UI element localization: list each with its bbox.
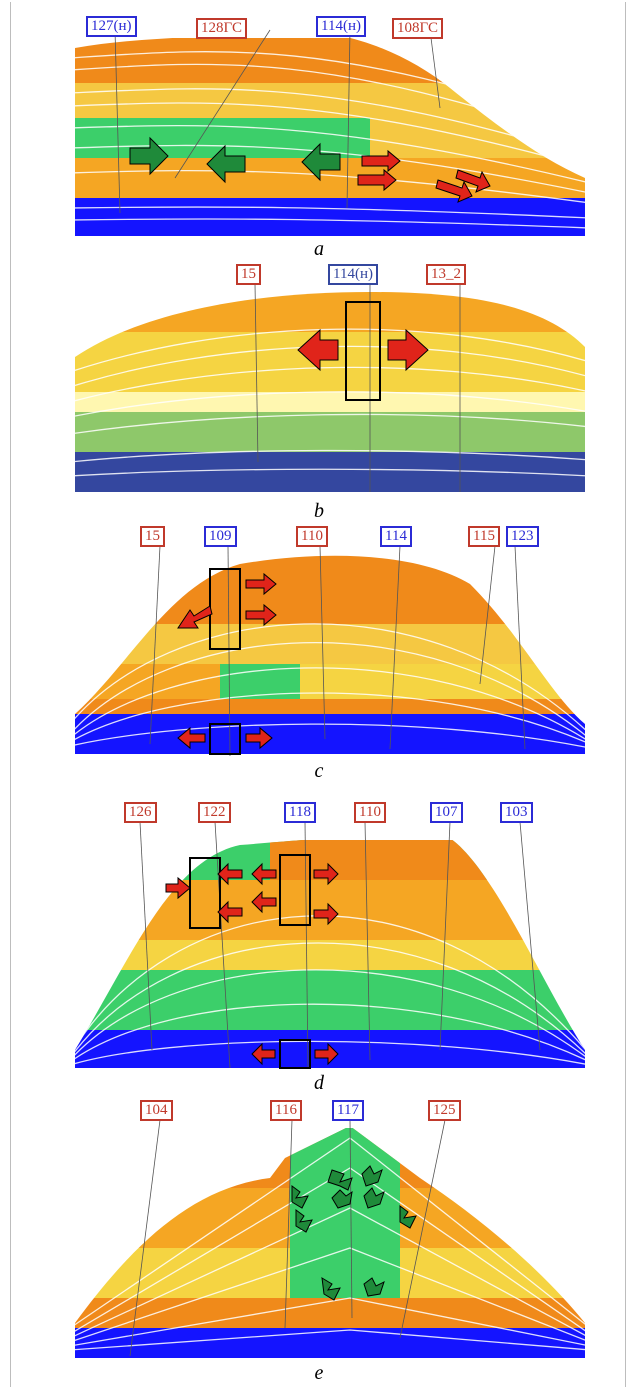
flow-arrows-e	[291, 1165, 417, 1301]
well-label: 107	[430, 802, 463, 823]
panel-c-section	[75, 545, 585, 756]
flow-arrows-b	[297, 301, 429, 401]
panel-d-section	[75, 821, 585, 1069]
panel-e: 104 116 117 125	[70, 1098, 590, 1360]
panel-b: 15 114(н) 13_2	[70, 262, 590, 494]
flow-arrows-a	[129, 136, 491, 203]
panel-b-section	[75, 283, 585, 492]
well-label: 125	[428, 1100, 461, 1121]
well-label: 13_2	[426, 264, 466, 285]
well-label: 127(н)	[86, 16, 137, 37]
well-label: 110	[296, 526, 328, 547]
flow-arrows-c	[177, 568, 277, 755]
figure-frame	[10, 2, 626, 1387]
panel-b-caption: b	[314, 500, 324, 522]
panel-c: 15 109 110 114 115 123	[70, 524, 590, 756]
well-label: 114(н)	[328, 264, 378, 285]
layers-c	[75, 555, 585, 754]
panel-a-section	[75, 29, 585, 236]
well-label: 117	[332, 1100, 364, 1121]
well-label: 115	[468, 526, 500, 547]
panel-e-caption: e	[314, 1362, 324, 1384]
panel-a-caption: a	[314, 238, 324, 260]
layers-b	[75, 292, 585, 492]
layers-d	[75, 833, 585, 1069]
well-label: 118	[284, 802, 316, 823]
panel-d: 126 122 118 110 107 103	[70, 800, 590, 1070]
well-label: 122	[198, 802, 231, 823]
well-label: 114	[380, 526, 412, 547]
well-label: 114(н)	[316, 16, 366, 37]
well-label: 116	[270, 1100, 302, 1121]
well-label: 103	[500, 802, 533, 823]
well-label: 104	[140, 1100, 173, 1121]
layers-a	[75, 30, 585, 236]
well-label: 126	[124, 802, 157, 823]
panel-c-caption: c	[314, 760, 324, 782]
well-label: 108ГС	[392, 18, 443, 39]
layers-e	[75, 1126, 585, 1358]
panel-e-section	[75, 1119, 585, 1358]
well-label: 15	[236, 264, 261, 285]
well-label: 123	[506, 526, 539, 547]
well-label: 110	[354, 802, 386, 823]
well-label: 15	[140, 526, 165, 547]
panel-d-caption: d	[314, 1072, 324, 1094]
well-label: 128ГС	[196, 18, 247, 39]
flow-arrows-d	[165, 854, 339, 1069]
panel-a: 127(н) 128ГС 114(н) 108ГС	[70, 8, 590, 238]
well-label: 109	[204, 526, 237, 547]
